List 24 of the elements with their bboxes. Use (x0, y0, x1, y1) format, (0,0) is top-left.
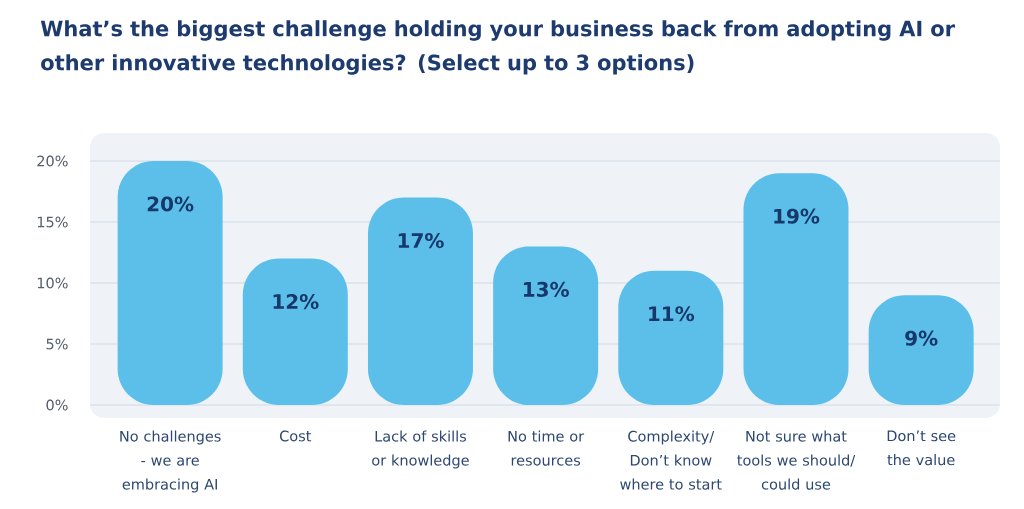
data-label: 17% (398, 233, 444, 249)
x-tick-label: Complexity/ Don’t know where to start (620, 430, 722, 490)
data-label: 19% (774, 208, 820, 224)
x-tick-label: No challenges - we are embracing AI (120, 430, 221, 493)
y-tick-label: 0% (46, 399, 68, 411)
y-tick-label: 5% (46, 338, 68, 350)
data-label: 13% (523, 281, 569, 297)
y-tick-label: 10% (37, 277, 68, 289)
bar (743, 173, 849, 405)
x-tick-label: Cost (279, 430, 312, 442)
data-label: 11% (649, 306, 695, 322)
data-label: 9% (905, 330, 938, 346)
bar (367, 197, 473, 405)
bar (117, 160, 223, 405)
data-label: 20% (147, 196, 194, 212)
x-tick-label: No time or resources (508, 430, 585, 466)
x-tick-label: Not sure what tools we should/ could use (737, 430, 856, 490)
y-tick-label: 15% (37, 216, 68, 228)
bar (493, 246, 599, 405)
x-tick-label: Don’t see the value (887, 430, 956, 466)
x-tick-label: Lack of skills or knowledge (372, 430, 469, 469)
y-tick-label: 20% (37, 155, 68, 167)
chart-title: What’s the biggest challenge holding your business back from adopting AI or other innovative technologies? (Select up to 3 options) (40, 20, 955, 75)
data-label: 12% (273, 294, 319, 310)
